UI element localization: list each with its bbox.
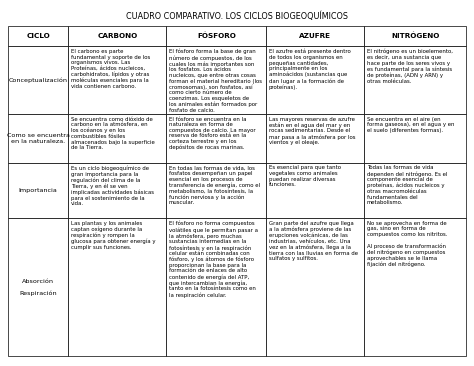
- Text: Todas las formas de vida
dependen del nitrógeno. Es el
componente esencial de
pr: Todas las formas de vida dependen del ni…: [367, 165, 447, 205]
- Text: Conceptualización: Conceptualización: [9, 78, 68, 83]
- Bar: [8, 26, 68, 46]
- Bar: [166, 114, 266, 163]
- Bar: [68, 114, 166, 163]
- Bar: [68, 163, 166, 219]
- Text: Absorción

Respiración: Absorción Respiración: [19, 279, 57, 296]
- Text: El carbono es parte
fundamental y soporte de los
organismos vivos. Las
Proteínas: El carbono es parte fundamental y soport…: [71, 49, 150, 89]
- Text: Gran parte del azufre que llega
a la atmósfera proviene de las
erupciones volcán: Gran parte del azufre que llega a la atm…: [269, 221, 358, 261]
- Text: Importancia: Importancia: [19, 188, 58, 193]
- Bar: [266, 163, 365, 219]
- Text: FÓSFORO: FÓSFORO: [197, 33, 236, 40]
- Bar: [266, 219, 365, 356]
- Text: Se encuentra en el aire (en
forma gaseosa), en el agua y en
el suelo (diferentes: Se encuentra en el aire (en forma gaseos…: [367, 117, 454, 133]
- Text: En todas las formas de vida, los
fosfatos desempeñan un papel
esencial en los pr: En todas las formas de vida, los fosfato…: [169, 165, 260, 205]
- Text: CARBONO: CARBONO: [97, 33, 137, 39]
- Text: No se aprovecha en forma de
gas, sino en forma de
compuestos como los nitritos.
: No se aprovecha en forma de gas, sino en…: [367, 221, 447, 267]
- Bar: [365, 114, 466, 163]
- Text: El nitrógeno es un bioelemento,
es decir, una sustancia que
hace parte de los se: El nitrógeno es un bioelemento, es decir…: [367, 49, 453, 83]
- Text: Es esencial para que tanto
vegetales como animales
puedan realizar diversas
func: Es esencial para que tanto vegetales com…: [269, 165, 341, 187]
- Text: AZUFRE: AZUFRE: [299, 33, 331, 39]
- Text: El azufre está presente dentro
de todos los organismos en
pequeñas cantidades,
p: El azufre está presente dentro de todos …: [269, 49, 351, 90]
- Text: Las mayores reservas de azufre
están en el agua del mar y en
rocas sedimentarias: Las mayores reservas de azufre están en …: [269, 117, 356, 145]
- Bar: [166, 26, 266, 46]
- Bar: [266, 26, 365, 46]
- Text: El fósforo no forma compuestos
volátiles que le permitan pasar a
la atmósfera, p: El fósforo no forma compuestos volátiles…: [169, 221, 258, 298]
- Text: El fósforo se encuentra en la
naturaleza en forma de
compuestos de calcio. La ma: El fósforo se encuentra en la naturaleza…: [169, 117, 255, 150]
- Bar: [365, 46, 466, 114]
- Bar: [365, 219, 466, 356]
- Text: CICLO: CICLO: [27, 33, 50, 39]
- Text: Como se encuentra
en la naturaleza.: Como se encuentra en la naturaleza.: [7, 133, 70, 144]
- Text: NITRÓGENO: NITRÓGENO: [391, 33, 439, 40]
- Bar: [266, 46, 365, 114]
- Bar: [166, 219, 266, 356]
- Bar: [68, 46, 166, 114]
- Bar: [68, 219, 166, 356]
- Text: CUADRO COMPARATIVO. LOS CICLOS BIOGEOQUÍMICOS: CUADRO COMPARATIVO. LOS CICLOS BIOGEOQUÍ…: [126, 11, 348, 21]
- Bar: [8, 219, 68, 356]
- Bar: [8, 114, 68, 163]
- Bar: [365, 26, 466, 46]
- Bar: [8, 46, 68, 114]
- Bar: [68, 26, 166, 46]
- Bar: [266, 114, 365, 163]
- Bar: [166, 163, 266, 219]
- Text: Es un ciclo biogeoquímico de
gran importancia para la
regulación del clima de la: Es un ciclo biogeoquímico de gran import…: [71, 165, 154, 206]
- Bar: [365, 163, 466, 219]
- Bar: [166, 46, 266, 114]
- Text: Se encuentra como dióxido de
carbono en la atmósfera, en
los océanos y en los
co: Se encuentra como dióxido de carbono en …: [71, 117, 155, 150]
- Bar: [8, 163, 68, 219]
- Text: El fósforo forma la base de gran
número de compuestos, de los
cuales los más imp: El fósforo forma la base de gran número …: [169, 49, 262, 113]
- Text: Las plantas y los animales
captan oxígeno durante la
respiración y rompen la
glu: Las plantas y los animales captan oxígen…: [71, 221, 155, 250]
